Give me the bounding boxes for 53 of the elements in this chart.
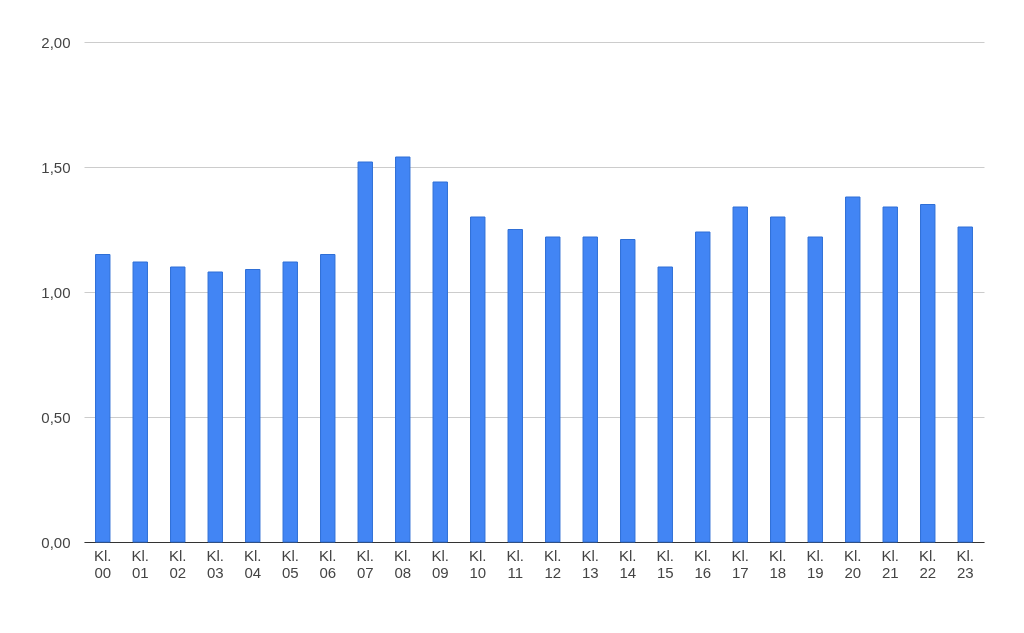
bar [207,271,223,543]
x-tick-label: Kl. 18 [768,546,787,581]
x-tick-label: Kl. 21 [881,546,900,581]
y-tick-label: 0,50 [41,408,71,426]
bar [620,239,636,543]
y-tick-label: 0,00 [41,533,71,551]
bar [545,236,561,543]
x-tick-label: Kl. 07 [356,546,375,581]
bar [432,181,448,543]
bar [695,231,711,543]
x-tick-label: Kl. 10 [468,546,487,581]
y-tick-label: 2,00 [41,33,71,51]
bar [282,261,298,543]
x-tick-label: Kl. 08 [393,546,412,581]
x-tick-label: Kl. 04 [243,546,262,581]
bar [170,266,186,543]
x-tick-label: Kl. 20 [843,546,862,581]
bar [807,236,823,543]
bar [770,216,786,543]
y-tick-label: 1,00 [41,283,71,301]
x-tick-label: Kl. 03 [206,546,225,581]
x-tick-label: Kl. 06 [318,546,337,581]
bar [657,266,673,543]
x-tick-label: Kl. 16 [693,546,712,581]
x-tick-label: Kl. 14 [618,546,637,581]
bar [882,206,898,543]
y-tick-label: 1,50 [41,158,71,176]
bar [920,204,936,543]
bar [95,254,111,543]
x-tick-label: Kl. 15 [656,546,675,581]
x-tick-label: Kl. 22 [918,546,937,581]
x-tick-label: Kl. 19 [806,546,825,581]
bar [732,206,748,543]
x-tick-label: Kl. 01 [131,546,150,581]
x-tick-label: Kl. 00 [93,546,112,581]
x-tick-label: Kl. 05 [281,546,300,581]
bar [357,161,373,543]
bar [395,156,411,543]
x-tick-label: Kl. 11 [506,546,525,581]
bar [507,229,523,543]
bar [132,261,148,543]
bar [320,254,336,543]
bar [845,196,861,543]
bar [470,216,486,543]
x-tick-label: Kl. 23 [956,546,975,581]
bar [957,226,973,543]
bar [582,236,598,543]
x-tick-label: Kl. 13 [581,546,600,581]
x-tick-label: Kl. 17 [731,546,750,581]
x-tick-label: Kl. 09 [431,546,450,581]
bar [245,269,261,543]
x-tick-label: Kl. 12 [543,546,562,581]
x-tick-label: Kl. 02 [168,546,187,581]
